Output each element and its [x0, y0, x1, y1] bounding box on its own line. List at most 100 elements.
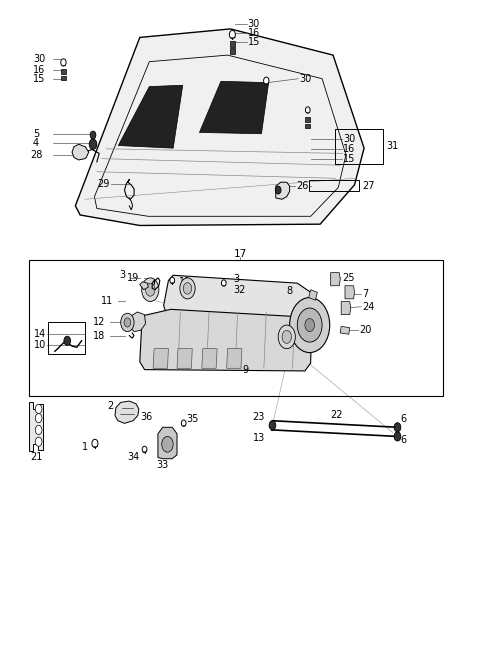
Circle shape: [35, 413, 42, 422]
Text: 19: 19: [127, 273, 139, 283]
Circle shape: [264, 77, 269, 84]
Text: 3: 3: [120, 270, 125, 280]
Bar: [229, 49, 235, 54]
Polygon shape: [199, 82, 269, 134]
Text: 9: 9: [242, 365, 248, 374]
Circle shape: [181, 420, 186, 426]
Text: 15: 15: [343, 153, 356, 164]
Text: 35: 35: [187, 415, 199, 424]
Circle shape: [89, 139, 97, 149]
Circle shape: [183, 282, 192, 294]
Text: 30: 30: [33, 54, 45, 64]
Text: 33: 33: [156, 460, 169, 470]
Text: 1: 1: [82, 442, 88, 452]
Text: 16: 16: [343, 145, 355, 155]
Polygon shape: [75, 29, 364, 226]
Text: 11: 11: [302, 334, 314, 345]
Text: 4: 4: [33, 138, 39, 148]
Circle shape: [64, 336, 71, 345]
Text: 30: 30: [248, 18, 260, 29]
Text: 36: 36: [141, 412, 153, 422]
Circle shape: [142, 278, 159, 301]
Circle shape: [35, 425, 42, 434]
Text: 6: 6: [400, 436, 407, 445]
Polygon shape: [164, 275, 312, 324]
Circle shape: [61, 59, 66, 66]
Polygon shape: [140, 282, 148, 290]
Polygon shape: [115, 401, 139, 423]
Circle shape: [35, 437, 42, 446]
Text: 34: 34: [128, 453, 140, 463]
Circle shape: [92, 440, 98, 447]
Circle shape: [221, 280, 226, 286]
Circle shape: [278, 325, 295, 349]
Circle shape: [282, 330, 291, 343]
Bar: [229, 41, 235, 47]
Polygon shape: [331, 272, 340, 286]
Text: 2: 2: [107, 401, 113, 411]
Text: 23: 23: [252, 412, 265, 422]
Bar: [309, 180, 360, 191]
Circle shape: [297, 308, 322, 342]
Circle shape: [35, 405, 42, 413]
Text: 14: 14: [34, 329, 46, 340]
Text: 21: 21: [31, 453, 43, 463]
Text: 27: 27: [362, 180, 375, 191]
Text: 25: 25: [342, 273, 355, 283]
Text: 8: 8: [287, 286, 292, 296]
Polygon shape: [153, 349, 168, 368]
Polygon shape: [140, 309, 312, 371]
Text: 6: 6: [400, 415, 407, 424]
Bar: [305, 117, 310, 122]
Circle shape: [142, 446, 147, 453]
Text: 29: 29: [97, 178, 109, 189]
Circle shape: [289, 297, 330, 353]
Circle shape: [276, 186, 281, 194]
Polygon shape: [72, 144, 89, 160]
Bar: [29, 259, 443, 396]
Circle shape: [229, 30, 235, 39]
Circle shape: [394, 422, 401, 432]
Circle shape: [394, 432, 401, 441]
Bar: [61, 69, 66, 74]
Text: 16: 16: [248, 28, 260, 38]
Polygon shape: [129, 312, 145, 332]
Circle shape: [90, 131, 96, 139]
Text: 5: 5: [33, 129, 39, 139]
Polygon shape: [345, 286, 355, 299]
Polygon shape: [158, 427, 177, 459]
Text: 11: 11: [179, 277, 191, 287]
Polygon shape: [340, 326, 350, 334]
Text: 3: 3: [233, 274, 240, 284]
Text: 15: 15: [33, 74, 45, 84]
Text: 30: 30: [343, 134, 355, 144]
Polygon shape: [118, 86, 183, 148]
Circle shape: [162, 436, 173, 452]
Text: 28: 28: [30, 150, 42, 160]
Text: 30: 30: [299, 74, 312, 84]
Text: 11: 11: [101, 297, 113, 307]
Text: 20: 20: [360, 325, 372, 336]
Circle shape: [124, 318, 131, 327]
Polygon shape: [227, 349, 242, 368]
Text: 24: 24: [362, 302, 374, 312]
Bar: [48, 322, 85, 354]
Circle shape: [170, 277, 175, 284]
Polygon shape: [177, 349, 192, 368]
Text: 18: 18: [93, 330, 106, 341]
Circle shape: [305, 318, 314, 332]
Text: 12: 12: [93, 317, 106, 328]
Circle shape: [269, 420, 276, 430]
Text: 10: 10: [34, 340, 46, 349]
Text: 15: 15: [248, 37, 260, 47]
Polygon shape: [29, 403, 43, 451]
Circle shape: [145, 283, 155, 296]
Bar: [336, 128, 383, 164]
Polygon shape: [341, 301, 351, 315]
Polygon shape: [276, 182, 289, 199]
Polygon shape: [309, 290, 317, 300]
Circle shape: [305, 107, 310, 113]
Text: 7: 7: [362, 289, 369, 299]
Bar: [305, 124, 310, 128]
Text: 26: 26: [296, 181, 309, 191]
